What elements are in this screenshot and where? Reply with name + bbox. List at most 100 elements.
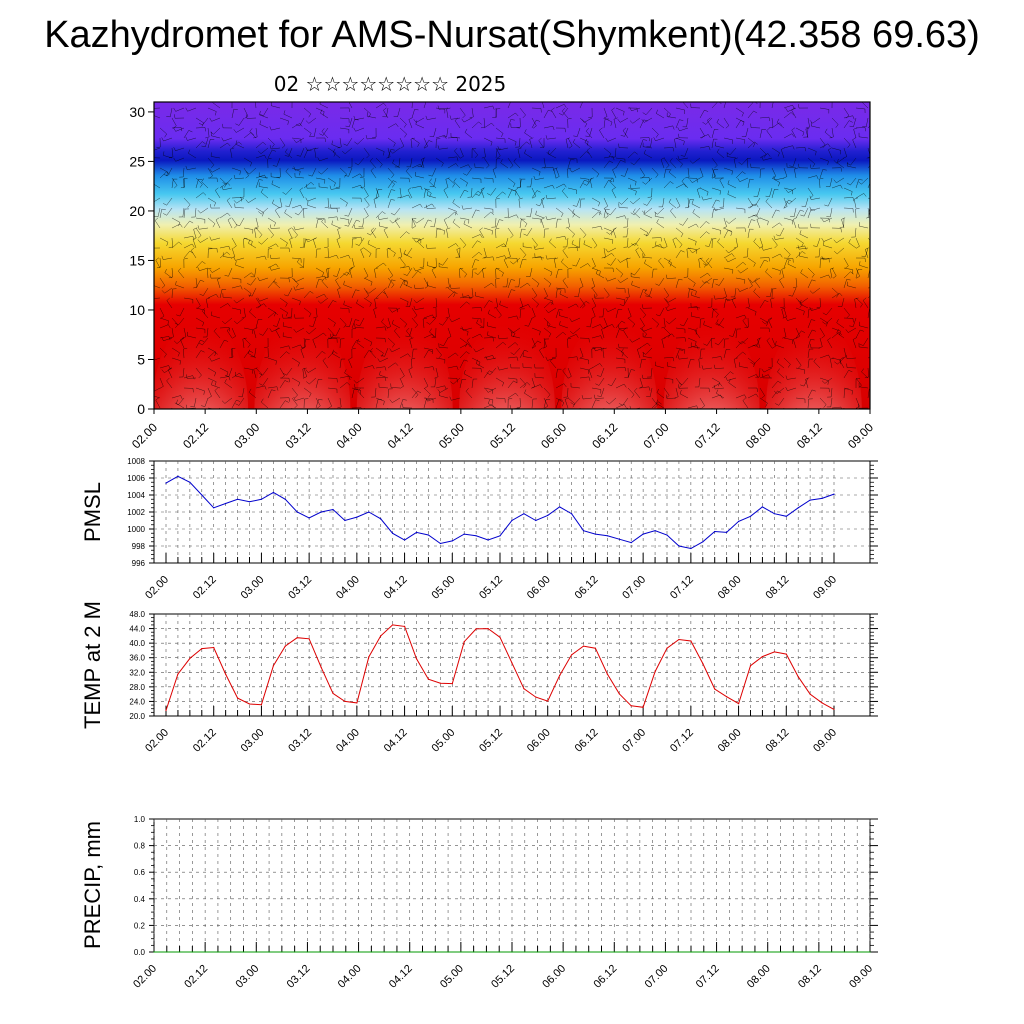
wind-barb <box>349 117 353 127</box>
wind-barb-flag <box>720 356 723 361</box>
wind-barb <box>255 127 258 137</box>
wind-barb-flag <box>492 105 495 110</box>
wind-barb-flag <box>201 178 205 182</box>
wind-barb-flag <box>216 178 218 183</box>
cross-section-y-tick-label: 10 <box>129 302 145 318</box>
wind-barb-flag <box>804 245 807 250</box>
wind-barb <box>351 184 361 189</box>
wind-barb-flag <box>285 303 288 307</box>
wind-barb-flag <box>229 356 234 359</box>
wind-barb-flag <box>863 412 864 416</box>
wind-barb-flag <box>495 268 500 270</box>
wind-barb <box>399 137 405 147</box>
wind-barb-flag <box>374 267 379 270</box>
wind-barb-flag <box>731 297 736 301</box>
temp-point <box>606 673 609 675</box>
wind-barb <box>358 157 365 166</box>
wind-barb <box>543 184 553 189</box>
wind-barb <box>499 367 509 371</box>
wind-barb-flag <box>498 314 502 319</box>
wind-barb-flag <box>383 227 388 231</box>
wind-barb <box>406 330 413 339</box>
wind-barb-flag <box>492 256 495 261</box>
wind-barb <box>717 241 725 249</box>
wind-barb <box>741 337 749 345</box>
wind-barb <box>362 217 365 227</box>
wind-barb <box>715 207 725 211</box>
wind-barb <box>723 229 729 239</box>
wind-barb-flag <box>324 276 327 280</box>
wind-barb <box>471 379 474 389</box>
wind-barb <box>454 120 461 129</box>
wind-barb <box>267 311 276 319</box>
wind-barb-flag <box>536 119 541 122</box>
wind-barb-flag <box>321 128 325 132</box>
wind-barb-flag <box>502 342 507 346</box>
pmsl-point <box>177 475 179 477</box>
wind-barb <box>599 130 605 139</box>
wind-barb <box>195 127 205 129</box>
wind-barb <box>346 267 353 276</box>
wind-barb <box>679 157 689 160</box>
wind-barb <box>526 227 533 236</box>
wind-barb <box>850 157 857 166</box>
wind-barb-flag <box>278 206 283 209</box>
wind-barb-flag <box>607 384 612 387</box>
wind-barb-flag <box>500 133 504 138</box>
wind-barb <box>387 177 395 185</box>
precip-point <box>319 951 321 953</box>
wind-barb-flag <box>810 339 815 341</box>
wind-barb <box>852 339 857 349</box>
wind-barb-flag <box>349 267 354 270</box>
wind-barb <box>291 137 301 140</box>
wind-barb-flag <box>354 162 359 166</box>
wind-barb-flag <box>509 405 512 409</box>
wind-barb <box>351 119 355 129</box>
wind-barb <box>490 187 497 196</box>
precip-point <box>447 951 449 953</box>
pmsl-point <box>547 514 549 517</box>
wind-barb <box>531 377 535 387</box>
wind-barb <box>255 385 265 389</box>
wind-barb-flag <box>776 415 780 416</box>
wind-barb-flag <box>605 308 609 312</box>
wind-barb-flag <box>677 355 680 360</box>
wind-barb-flag <box>781 147 785 150</box>
wind-barb-flag <box>161 369 165 373</box>
wind-barb <box>387 199 392 209</box>
wind-barb-flag <box>173 147 176 151</box>
wind-barb-flag <box>360 407 362 409</box>
wind-barb <box>732 327 737 337</box>
wind-barb-flag <box>389 399 393 403</box>
wind-barb <box>663 181 671 189</box>
wind-barb <box>555 287 565 290</box>
wind-barb-flag <box>370 281 373 286</box>
wind-barb-flag <box>293 396 296 401</box>
wind-barb-flag <box>515 112 519 117</box>
wind-barb <box>771 102 774 109</box>
pmsl-point <box>690 547 692 550</box>
wind-barb-flag <box>332 148 336 153</box>
wind-barb-flag <box>524 349 529 352</box>
wind-barb-flag <box>597 395 602 397</box>
wind-barb <box>837 357 845 365</box>
wind-barb-flag <box>384 377 387 382</box>
wind-barb-flag <box>821 380 826 384</box>
wind-barb <box>562 190 569 199</box>
wind-barb <box>243 132 252 139</box>
wind-barb-flag <box>445 177 450 180</box>
wind-barb-flag <box>561 258 564 263</box>
wind-barb-flag <box>228 376 231 381</box>
temp-point <box>213 646 215 649</box>
wind-barb <box>847 357 857 359</box>
wind-barb-flag <box>764 300 769 303</box>
wind-barb-flag <box>658 257 662 262</box>
wind-barb-flag <box>547 149 550 154</box>
wind-barb <box>339 382 348 389</box>
wind-barb-flag <box>668 168 672 173</box>
wind-barb <box>483 247 487 257</box>
pmsl-point <box>201 494 203 496</box>
wind-barb <box>853 129 857 139</box>
temp-point <box>475 628 477 630</box>
wind-barb <box>297 261 305 269</box>
